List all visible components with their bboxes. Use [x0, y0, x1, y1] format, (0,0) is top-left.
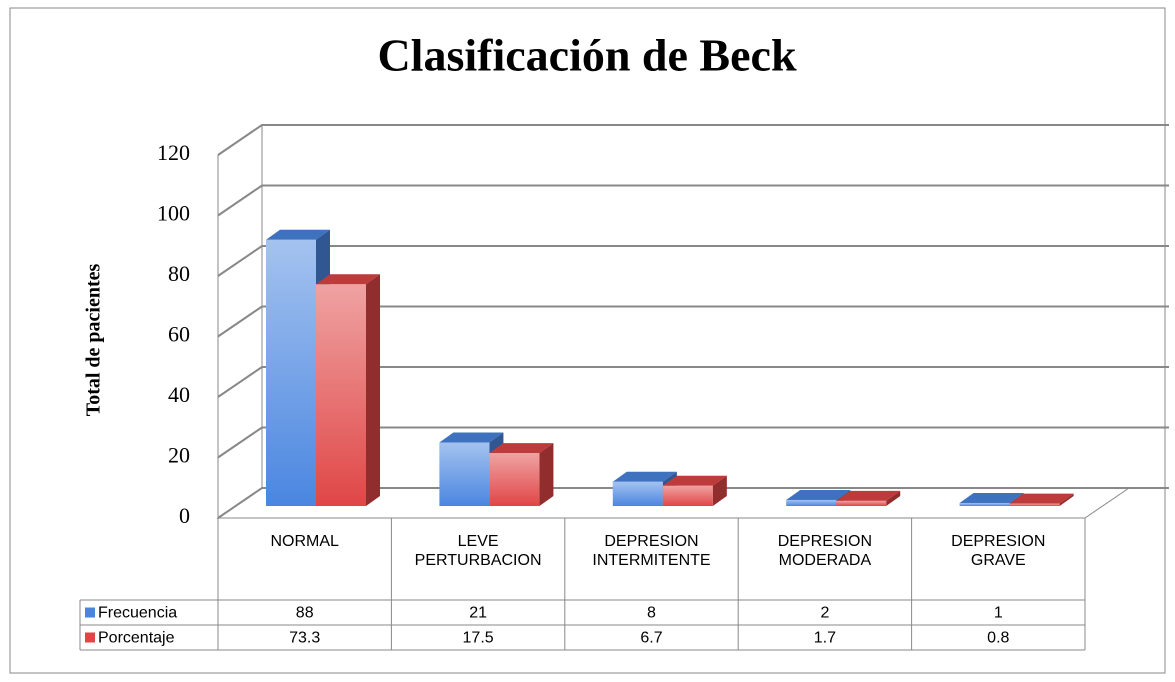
grid-line — [217, 124, 1169, 156]
legend-swatch — [85, 607, 95, 618]
bar-top — [662, 475, 727, 486]
bar-top-shade — [959, 492, 1024, 503]
bar-top — [1009, 493, 1074, 504]
bar-top-shade — [489, 443, 554, 454]
bar-side-shade — [366, 274, 380, 506]
bar-top-shade — [786, 489, 851, 500]
bar-side-shade — [1059, 493, 1074, 506]
category-cell: LEVE PERTURBACION — [414, 533, 542, 569]
bar-top — [439, 432, 504, 443]
bar-shine — [662, 485, 713, 506]
bar — [316, 274, 380, 506]
bar-shine — [489, 453, 540, 506]
grid-line — [217, 184, 1169, 217]
category-cell: DEPRESION INTERMITENTE — [592, 533, 711, 569]
bar-top — [612, 471, 677, 482]
x-tick-label: DEPRESION INTERMITENTE — [592, 533, 711, 569]
grid-line — [217, 426, 1169, 459]
x-tick-label: DEPRESION GRAVE — [951, 533, 1046, 569]
bar — [662, 475, 727, 506]
bar-top-shade — [612, 471, 677, 482]
bar-side — [712, 475, 727, 506]
table-value: 17.5 — [463, 630, 494, 647]
bar — [1009, 493, 1074, 506]
y-tick-label: 40 — [168, 382, 190, 407]
table-value: 73.3 — [289, 630, 320, 647]
table-value: 2 — [820, 605, 829, 622]
legend-swatch — [85, 632, 95, 643]
y-tick-label: 60 — [168, 322, 190, 347]
table-value: 1 — [994, 605, 1003, 622]
bar — [836, 490, 901, 506]
y-tick-label: 80 — [168, 261, 190, 286]
bar-top-shade — [266, 229, 330, 240]
table-value: 21 — [469, 605, 487, 622]
y-tick-label: 120 — [157, 140, 190, 165]
legend-label: Frecuencia — [98, 605, 177, 622]
y-tick-label: 0 — [179, 503, 190, 528]
table-value: 6.7 — [640, 630, 662, 647]
bar — [489, 443, 554, 506]
bar-top — [786, 489, 851, 500]
x-tick-label: DEPRESION MODERADA — [777, 533, 872, 569]
chart-title: Clasificación de Beck — [377, 30, 796, 81]
grid-line — [217, 366, 1169, 398]
bar-top — [489, 443, 554, 454]
bar-top — [316, 274, 380, 285]
y-axis-label: Total de pacientes — [83, 263, 105, 416]
grid-line — [217, 305, 1169, 338]
bar-top — [959, 492, 1024, 503]
category-cell: DEPRESION MODERADA — [777, 533, 872, 569]
bar-top-shade — [836, 490, 901, 501]
bar-top-shade — [439, 432, 504, 443]
bar-shine — [612, 481, 663, 506]
y-tick-label: 20 — [168, 443, 190, 468]
bar-shine — [1009, 503, 1060, 506]
grid-line — [217, 245, 1169, 277]
bar-shine — [316, 284, 366, 506]
x-tick-label: NORMAL — [270, 533, 339, 550]
bar-side — [539, 443, 554, 506]
x-tick-label: LEVE PERTURBACION — [414, 533, 542, 569]
bar-side — [886, 490, 901, 506]
table-value: 8 — [647, 605, 656, 622]
bar-top-shade — [1009, 493, 1074, 504]
bar-top — [836, 490, 901, 501]
bar-side-shade — [886, 490, 901, 506]
bar-shine — [439, 442, 490, 506]
table-value: 1.7 — [814, 630, 836, 647]
y-tick-label: 100 — [157, 201, 190, 226]
category-cell: NORMAL — [270, 533, 339, 550]
bar-shine — [959, 502, 1010, 506]
bar-side — [1059, 493, 1074, 506]
legend-label: Porcentaje — [98, 630, 175, 647]
table-value: 88 — [296, 605, 314, 622]
grid-line — [217, 487, 1169, 519]
bar-shine — [786, 499, 837, 506]
bar-top-shade — [316, 274, 380, 285]
chart-frame — [9, 7, 1166, 674]
bar-side-shade — [712, 475, 727, 506]
category-cell: DEPRESION GRAVE — [951, 533, 1046, 569]
bar — [786, 489, 851, 506]
bar-shine — [266, 239, 316, 507]
bar-top — [266, 229, 330, 240]
bar-top-shade — [662, 475, 727, 486]
bar-side — [366, 274, 380, 506]
table-value: 0.8 — [987, 630, 1009, 647]
bar-side-shade — [539, 443, 554, 506]
bar-shine — [836, 500, 887, 506]
